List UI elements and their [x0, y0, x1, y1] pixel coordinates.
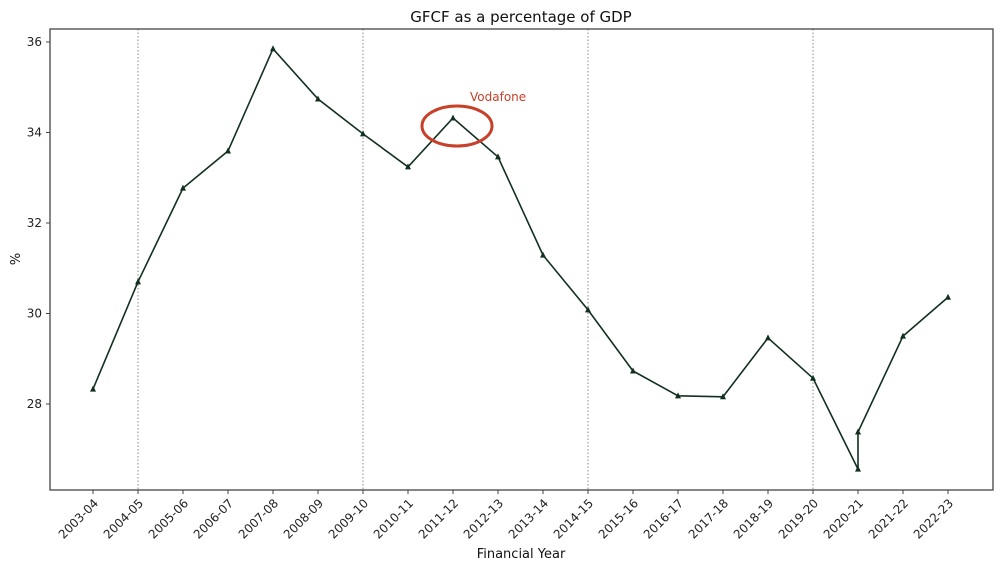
x-tick-label: 2003-04 [56, 496, 101, 541]
x-tick-label: 2013-14 [506, 496, 551, 541]
x-tick-label: 2018-19 [731, 496, 776, 541]
data-point-2008-09 [315, 95, 321, 102]
data-point-2021-22 [900, 332, 906, 339]
vodafone-annotation: Vodafone [420, 90, 526, 148]
series-line [92, 47, 949, 470]
x-tick-label: 2011-12 [416, 496, 461, 541]
y-tick-label: 30 [27, 307, 42, 321]
data-point-2018-19 [765, 334, 771, 341]
data-point-2003-04 [90, 385, 96, 392]
data-point-2017-18 [720, 393, 726, 400]
x-tick-label: 2022-23 [911, 496, 956, 541]
data-point-2004-05 [135, 278, 141, 285]
data-point-2022-23 [945, 293, 951, 300]
x-tick-label: 2020-21 [821, 496, 866, 541]
y-tick-label: 34 [27, 126, 42, 140]
chart-title: GFCF as a percentage of GDP [410, 8, 631, 26]
y-axis-ticks: 28 30 32 34 36 [27, 35, 50, 411]
data-point-2012-13 [495, 153, 501, 160]
data-point-2020-21 [855, 465, 861, 472]
data-point-2015-16 [630, 367, 636, 374]
x-tick-label: 2004-05 [101, 496, 146, 541]
data-point-2020-21 [855, 428, 861, 435]
y-tick-label: 32 [27, 216, 42, 230]
x-tick-label: 2005-06 [146, 496, 191, 541]
data-point-2014-15 [585, 306, 591, 313]
data-point-2013-14 [540, 251, 546, 258]
data-point-2010-11 [405, 163, 411, 170]
x-axis-label: Financial Year [477, 547, 566, 562]
series-markers [90, 45, 951, 472]
data-point-2005-06 [180, 184, 186, 191]
x-tick-label: 2006-07 [191, 496, 236, 541]
x-tick-label: 2012-13 [461, 496, 506, 541]
plot-frame [49, 28, 994, 491]
data-point-2011-12 [450, 114, 456, 121]
x-tick-label: 2007-08 [236, 496, 281, 541]
data-point-2006-07 [225, 147, 231, 154]
y-tick-label: 28 [27, 397, 42, 411]
data-point-2016-17 [675, 392, 681, 399]
data-point-2007-08 [270, 45, 276, 52]
x-tick-label: 2014-15 [551, 496, 596, 541]
x-tick-label: 2016-17 [641, 496, 686, 541]
x-tick-label: 2017-18 [686, 496, 731, 541]
x-tick-label: 2010-11 [371, 496, 416, 541]
annotation-ellipse [420, 104, 494, 148]
x-tick-label: 2021-22 [866, 496, 911, 541]
x-axis-ticks: 2003-04 2004-05 2005-06 2006-07 2007-08 2008-… [56, 490, 956, 542]
x-tick-label: 2015-16 [596, 496, 641, 541]
data-point-2009-10 [360, 130, 366, 137]
data-point-2019-20 [810, 374, 816, 381]
x-tick-label: 2009-10 [326, 496, 371, 541]
y-tick-label: 36 [27, 35, 42, 49]
annotation-label: Vodafone [470, 90, 526, 104]
y-axis-label: % [9, 253, 24, 265]
x-tick-label: 2008-09 [281, 496, 326, 541]
x-tick-label: 2019-20 [776, 496, 821, 541]
